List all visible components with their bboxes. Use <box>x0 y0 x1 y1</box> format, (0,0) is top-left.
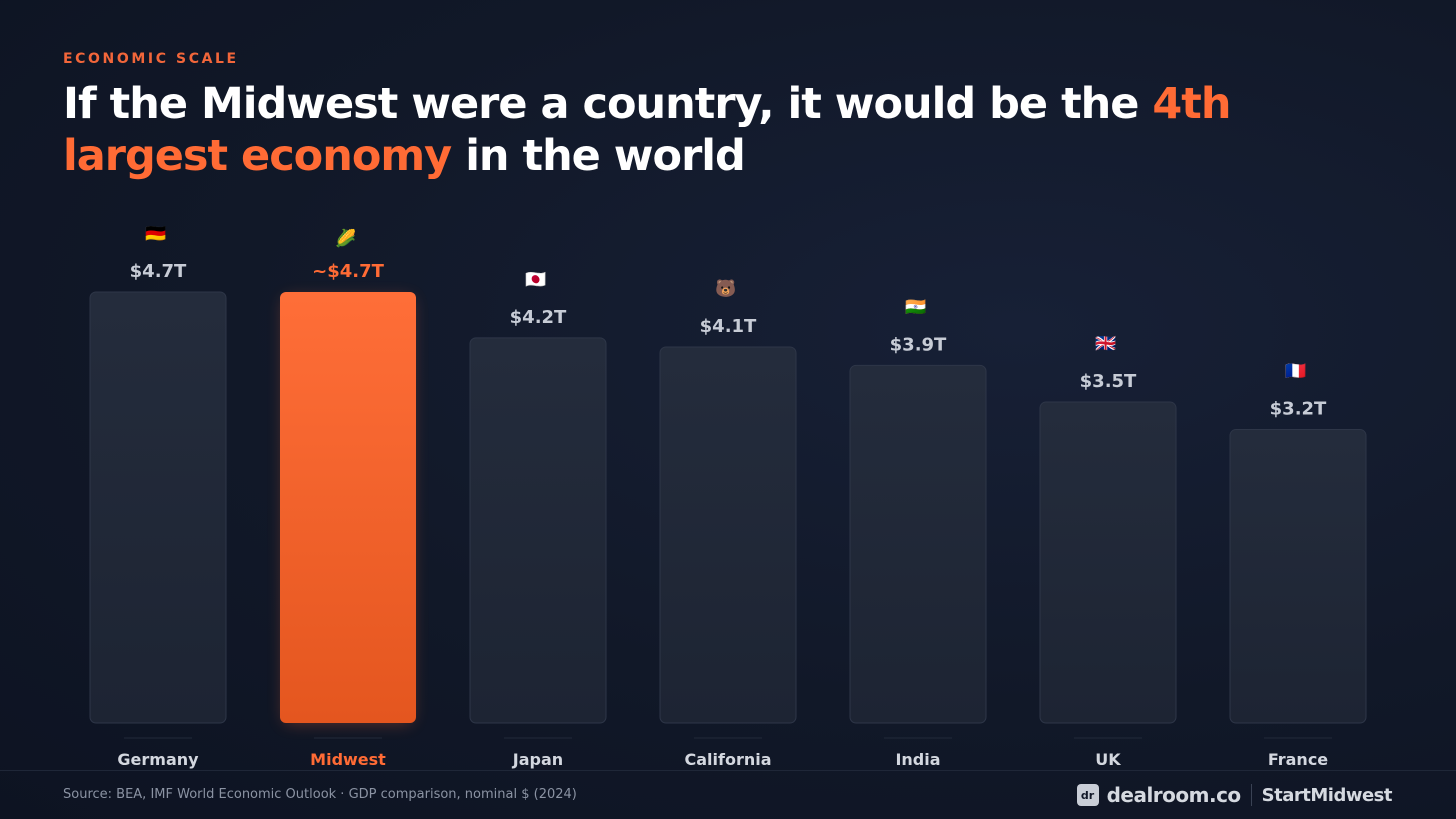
value-label-california: $4.1T <box>700 316 757 337</box>
footer-logos: dr dealroom.co StartMidwest <box>1076 782 1393 808</box>
india-flag-icon: 🇮🇳 <box>905 297 926 317</box>
category-label-india: India <box>895 750 940 769</box>
dealroom-logo-icon: dr <box>1076 784 1099 806</box>
source-note: Source: BEA, IMF World Economic Outlook … <box>63 787 577 802</box>
eyebrow-label: ECONOMIC SCALE <box>63 51 239 67</box>
bar-japan <box>469 337 607 724</box>
title-part-2: in the world <box>451 131 746 181</box>
germany-flag-icon: 🇩🇪 <box>145 224 166 244</box>
bar-france <box>1229 429 1367 724</box>
category-label-uk: UK <box>1095 750 1121 769</box>
value-label-germany: $4.7T <box>130 261 187 282</box>
category-label-germany: Germany <box>117 750 199 769</box>
title-part-1: If the Midwest were a country, it would … <box>63 79 1153 129</box>
bar-germany <box>89 291 227 724</box>
logo-divider <box>1250 784 1252 806</box>
france-flag-icon: 🇫🇷 <box>1285 362 1306 382</box>
corn-icon: 🌽 <box>335 228 356 249</box>
category-label-japan: Japan <box>512 750 563 769</box>
value-label-france: $3.2T <box>1270 399 1327 420</box>
value-label-india: $3.9T <box>890 334 947 355</box>
category-label-france: France <box>1268 750 1328 769</box>
uk-flag-icon: 🇬🇧 <box>1095 334 1116 354</box>
value-label-midwest: ~$4.7T <box>312 261 384 282</box>
bar-india <box>849 364 987 724</box>
bear-icon: 🐻 <box>715 278 736 299</box>
value-label-japan: $4.2T <box>510 307 567 328</box>
bar-california <box>659 346 797 724</box>
dealroom-logo: dealroom.co <box>1106 783 1242 807</box>
bar-uk <box>1039 401 1177 724</box>
value-label-uk: $3.5T <box>1080 371 1137 392</box>
japan-flag-icon: 🇯🇵 <box>525 270 546 290</box>
title-highlight: 4th largest economy <box>63 79 1231 181</box>
bars-layer: $4.7T 🇩🇪 Germany ~$4.7T 🌽 Midwest $4.2T 🇯🇵 Japan… <box>89 224 1367 769</box>
startmidwest-logo: StartMidwest <box>1261 784 1393 806</box>
category-label-midwest: Midwest <box>310 750 386 769</box>
page-title: If the Midwest were a country, it would … <box>63 78 1383 182</box>
bar-midwest <box>280 292 416 723</box>
footer-divider <box>0 770 1456 771</box>
category-label-california: California <box>684 750 771 769</box>
